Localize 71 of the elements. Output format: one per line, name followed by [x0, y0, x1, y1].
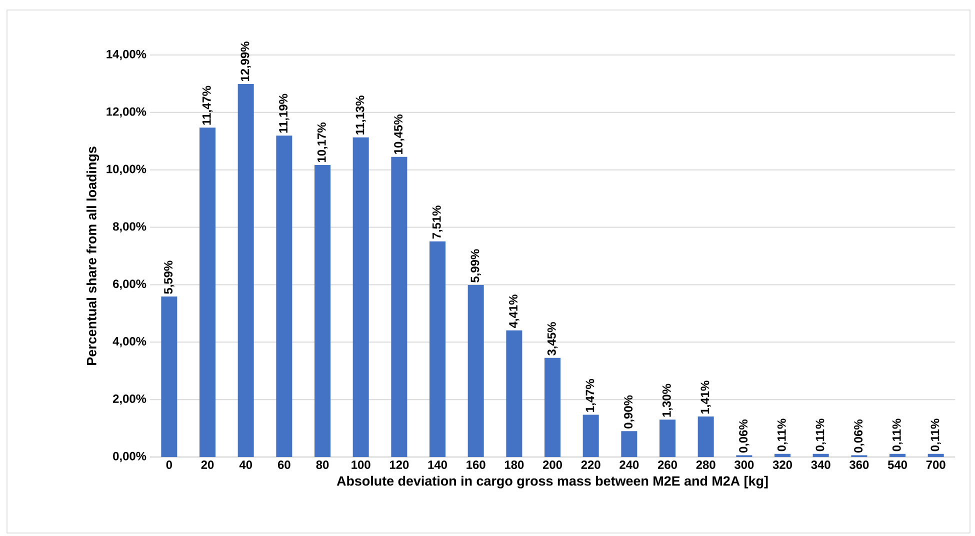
data-label: 0,06%	[854, 420, 864, 453]
data-label: 10,17%	[317, 122, 328, 162]
bar	[430, 241, 446, 457]
data-label: 4,41%	[509, 294, 520, 328]
x-tick-label: 60	[278, 460, 290, 469]
x-tick-label: 300	[734, 460, 754, 470]
bar	[544, 358, 561, 457]
x-tick-label: 20	[201, 460, 214, 469]
y-axis-title: Percentual share from all loadings	[86, 146, 100, 365]
bar	[276, 136, 292, 457]
data-label: 11,13%	[356, 96, 366, 134]
bar	[812, 454, 829, 457]
y-tick-label: 6,00%	[113, 280, 146, 290]
x-tick-label: 0	[166, 460, 172, 469]
data-label: 1,47%	[586, 379, 596, 412]
bar	[890, 454, 906, 457]
data-label: 3,45%	[547, 322, 558, 356]
data-label: 10,45%	[394, 114, 404, 154]
x-tick-label: 360	[849, 460, 869, 470]
bar	[660, 420, 676, 457]
x-tick-label: 700	[926, 460, 946, 469]
x-tick-label: 220	[581, 460, 600, 469]
bar	[928, 454, 944, 457]
x-tick-label: 340	[811, 460, 830, 470]
data-label: 12,99%	[240, 42, 251, 82]
bar	[468, 285, 484, 457]
x-tick-label: 180	[504, 460, 524, 469]
x-tick-label: 80	[316, 460, 329, 469]
bar	[621, 431, 638, 457]
y-tick-label: 12,00%	[106, 107, 146, 118]
data-label: 11,47%	[202, 86, 213, 125]
bar	[200, 128, 216, 457]
x-tick-label: 260	[658, 460, 677, 469]
data-label: 0,06%	[739, 420, 750, 453]
data-label: 1,41%	[700, 380, 711, 414]
x-tick-label: 120	[390, 460, 409, 469]
x-tick-label: 540	[888, 460, 907, 469]
data-label: 11,19%	[279, 94, 290, 133]
y-tick-label: 10,00%	[106, 164, 146, 175]
data-label: 5,99%	[470, 249, 481, 282]
bar	[506, 330, 522, 457]
x-tick-label: 100	[352, 460, 370, 469]
x-tick-label: 240	[620, 460, 639, 469]
y-tick-label: 8,00%	[112, 222, 146, 232]
data-label: 7,51%	[432, 206, 443, 239]
bar	[774, 454, 791, 457]
bar	[314, 164, 331, 457]
y-tick-label: 14,00%	[106, 50, 146, 60]
bar	[698, 416, 714, 457]
data-label: 1,30%	[662, 384, 673, 417]
x-tick-label: 40	[239, 460, 252, 469]
data-label: 0,11%	[892, 418, 903, 452]
bar	[238, 84, 254, 457]
data-label: 0,11%	[816, 418, 826, 452]
x-tick-label: 280	[696, 460, 716, 469]
y-tick-label: 2,00%	[113, 394, 146, 405]
bar	[161, 296, 178, 457]
y-tick-label: 0,00%	[113, 452, 146, 462]
y-tick-label: 4,00%	[112, 337, 146, 348]
x-tick-label: 160	[466, 460, 486, 469]
bar	[391, 156, 408, 457]
data-label: 0,11%	[777, 418, 788, 452]
data-label: 0,11%	[930, 418, 941, 452]
data-label: 5,59%	[164, 260, 174, 294]
x-tick-label: 200	[542, 460, 562, 469]
bar	[352, 137, 369, 457]
bar	[582, 414, 599, 457]
x-tick-label: 140	[428, 460, 447, 469]
x-axis-title: Absolute deviation in cargo gross mass between M2E and M2A [kg]	[336, 476, 768, 488]
x-tick-label: 320	[772, 460, 792, 470]
data-label: 0,90%	[624, 395, 634, 428]
